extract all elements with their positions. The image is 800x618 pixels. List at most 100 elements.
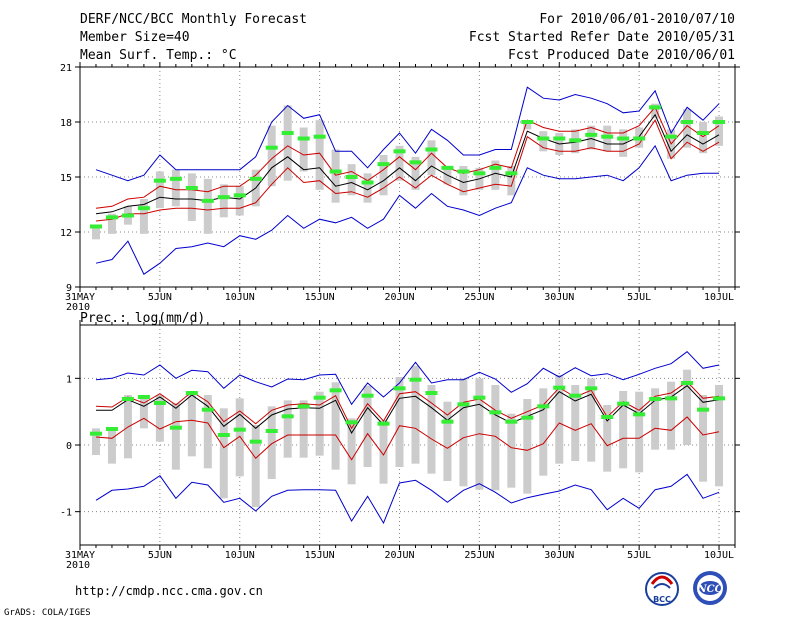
temp-box bbox=[299, 127, 308, 172]
precip-box bbox=[187, 395, 196, 457]
temp-box bbox=[283, 105, 292, 181]
temp-box bbox=[683, 109, 692, 148]
temp-x-tick-label: 15JUN bbox=[305, 292, 335, 303]
precipitation-panel: -1 0 1 31MAY 5JUN 10JUN 15JUN 20JUN 25JUN 30JUN 5J… bbox=[60, 320, 740, 571]
precip-median-mark bbox=[281, 414, 294, 419]
precip-box bbox=[299, 400, 308, 458]
precip-median-mark bbox=[201, 407, 214, 412]
precip-median-mark bbox=[473, 395, 486, 400]
temp-median-mark bbox=[377, 162, 390, 167]
precip-median-mark bbox=[505, 419, 518, 424]
temp-median-mark bbox=[105, 215, 118, 220]
temp-box bbox=[315, 120, 324, 190]
temp-max-line bbox=[95, 86, 720, 182]
precip-median-mark bbox=[169, 425, 182, 430]
temp-median-mark bbox=[617, 136, 630, 141]
temp-y-tick-label: 12 bbox=[60, 228, 72, 239]
temp-y-tick-label: 21 bbox=[60, 63, 72, 74]
temp-box bbox=[235, 186, 244, 216]
temp-median-mark bbox=[601, 134, 614, 139]
precip-box bbox=[251, 425, 260, 507]
precip-median-mark bbox=[105, 427, 118, 431]
temp-median-mark bbox=[521, 120, 534, 124]
precip-median-mark bbox=[633, 412, 646, 417]
temp-upper-line bbox=[95, 106, 720, 209]
precip-box bbox=[107, 428, 116, 464]
temp-median-mark bbox=[505, 171, 518, 176]
temp-y-tick-label: 15 bbox=[60, 173, 72, 184]
header-title: DERF/NCC/BCC Monthly Forecast bbox=[80, 12, 307, 27]
temp-median-mark bbox=[553, 136, 566, 141]
precip-median-mark bbox=[393, 386, 406, 391]
temp-box bbox=[187, 173, 196, 221]
header-member-size: Member Size=40 bbox=[80, 30, 190, 45]
temp-median-mark bbox=[425, 147, 438, 152]
temp-y-tick-label: 18 bbox=[60, 118, 72, 129]
temp-box bbox=[107, 213, 116, 234]
temp-median-mark bbox=[681, 120, 694, 124]
precip-box bbox=[459, 378, 468, 487]
temp-box bbox=[411, 156, 420, 190]
precip-box bbox=[651, 388, 660, 450]
precip-median-mark bbox=[329, 388, 342, 393]
temperature-panel: 9 12 15 18 21 31MAY 5JUN 10JUN 15JUN 20JUN 25JUN 30… bbox=[60, 62, 740, 313]
precip-median-mark bbox=[441, 419, 454, 424]
temp-median-mark bbox=[537, 136, 550, 141]
precip-median-mark bbox=[537, 404, 550, 409]
temp-box bbox=[619, 129, 628, 157]
precip-median-mark bbox=[217, 433, 230, 437]
precip-box bbox=[363, 385, 372, 467]
precip-lower-line bbox=[95, 416, 720, 461]
precip-box bbox=[635, 391, 644, 473]
precip-median-mark bbox=[521, 415, 534, 420]
precip-box bbox=[539, 388, 548, 476]
temp-median-mark bbox=[665, 134, 678, 139]
temp-median-mark bbox=[201, 198, 214, 203]
ncc-logo: NCC bbox=[693, 571, 727, 605]
footer-url[interactable]: http://cmdp.ncc.cma.gov.cn bbox=[75, 584, 263, 598]
precip-median-mark bbox=[489, 410, 502, 415]
temp-x-tick-label: 10JUN bbox=[225, 292, 255, 303]
temp-median-mark bbox=[153, 178, 166, 183]
temp-median-mark bbox=[297, 136, 310, 141]
precip-upper-line bbox=[95, 381, 720, 430]
temp-median-mark bbox=[457, 169, 470, 174]
precip-median-mark bbox=[649, 397, 662, 401]
temp-box bbox=[219, 184, 228, 218]
precip-x-tick-label: 20JUN bbox=[384, 550, 414, 561]
precip-median-mark bbox=[345, 420, 358, 425]
precip-box bbox=[555, 375, 564, 464]
bcc-logo-text: BCC bbox=[653, 595, 671, 604]
precip-median-mark bbox=[697, 407, 710, 412]
precip-box bbox=[619, 391, 628, 469]
precip-box bbox=[395, 377, 404, 467]
precip-box bbox=[219, 408, 228, 499]
precip-min-line bbox=[95, 473, 720, 525]
header-start-date: Fcst Started Refer Date 2010/05/31 bbox=[469, 30, 735, 45]
precip-x-tick-label: 5JUL bbox=[627, 550, 651, 561]
temp-median-mark bbox=[473, 171, 486, 176]
precip-box bbox=[155, 395, 164, 442]
precip-x-year-label: 2010 bbox=[66, 560, 90, 571]
precip-box bbox=[91, 428, 100, 455]
precip-median-mark bbox=[713, 396, 726, 401]
precip-median-mark bbox=[249, 439, 262, 444]
grads-credit: GrADS: COLA/IGES bbox=[4, 608, 91, 618]
precip-median-mark bbox=[137, 395, 150, 399]
precip-median-mark bbox=[585, 386, 598, 391]
precip-box bbox=[571, 385, 580, 461]
precip-box bbox=[683, 369, 692, 445]
temp-box bbox=[331, 149, 340, 203]
precip-box bbox=[203, 395, 212, 469]
precip-box bbox=[331, 382, 340, 470]
precip-box bbox=[491, 385, 500, 491]
precip-box bbox=[171, 403, 180, 470]
temp-x-year-label: 2010 bbox=[66, 302, 90, 313]
temp-x-tick-label: 5JUL bbox=[627, 292, 651, 303]
temp-median-mark bbox=[345, 175, 358, 179]
precip-median-mark bbox=[409, 377, 422, 382]
temp-box bbox=[139, 199, 148, 234]
precip-box bbox=[667, 381, 676, 450]
precip-title: Prec.: log(mm/d) bbox=[80, 311, 205, 326]
